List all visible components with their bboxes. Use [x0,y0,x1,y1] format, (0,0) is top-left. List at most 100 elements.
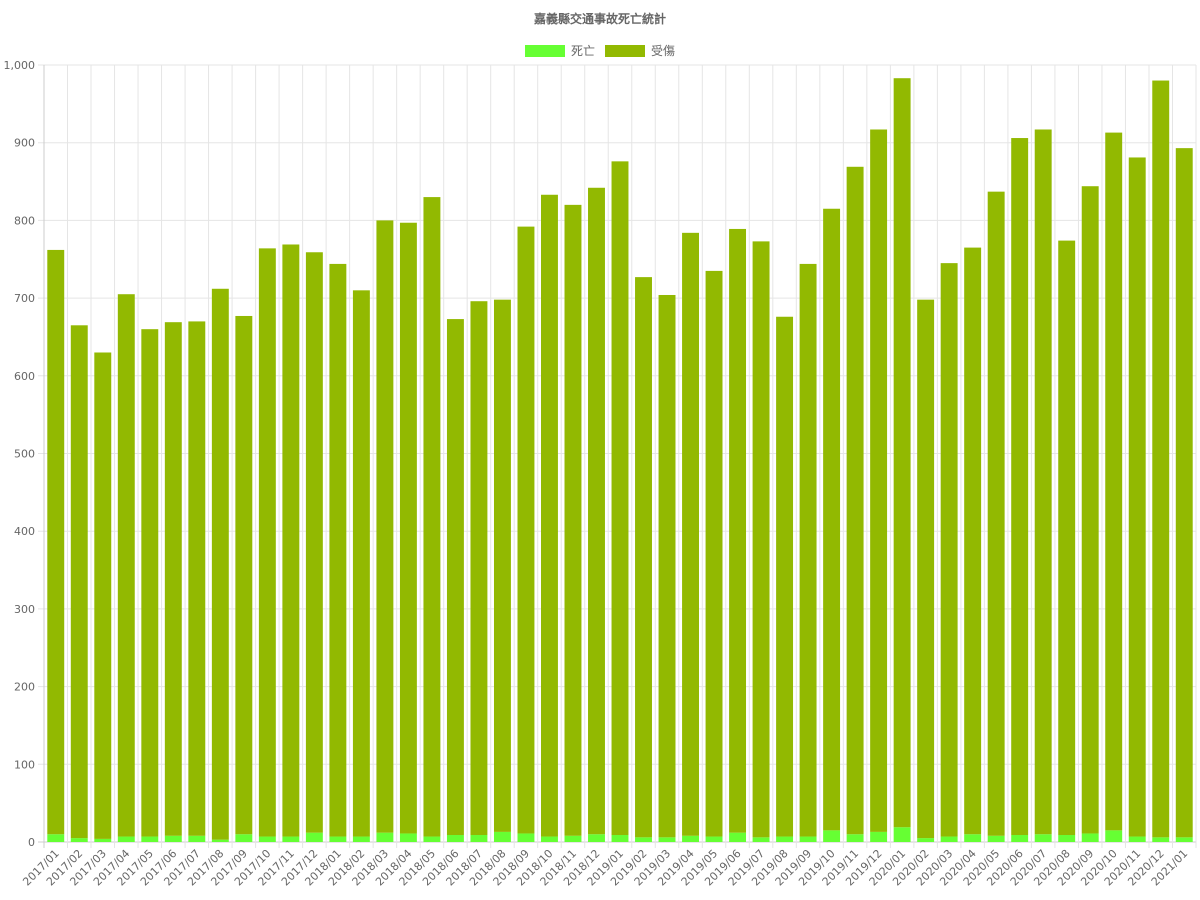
bar-injuries [776,317,793,837]
bar-deaths [188,836,205,842]
y-tick-label: 500 [14,448,35,461]
bar-deaths [165,836,182,842]
bar-injuries [659,295,676,837]
bar-deaths [1176,837,1193,842]
bar-injuries [941,263,958,836]
bar-deaths [212,840,229,842]
bar-deaths [353,837,370,842]
y-tick-label: 700 [14,292,35,305]
bar-deaths [71,838,88,842]
y-tick-label: 300 [14,603,35,616]
bar-injuries [1035,129,1052,834]
bar-deaths [259,837,276,842]
bar-deaths [306,833,323,842]
bar-deaths [988,836,1005,842]
bar-injuries [306,252,323,832]
bar-deaths [706,837,723,842]
bar-deaths [964,834,981,842]
bar-injuries [1129,157,1146,836]
bar-injuries [188,321,205,835]
bar-deaths [47,834,64,842]
bar-injuries [612,161,629,835]
bar-deaths [870,832,887,842]
bar-injuries [141,329,158,836]
bar-deaths [753,837,770,842]
bar-injuries [988,192,1005,836]
bar-deaths [447,835,464,842]
bar-deaths [1011,835,1028,842]
bar-deaths [776,837,793,842]
bar-deaths [682,836,699,842]
bar-deaths [1129,837,1146,842]
bar-deaths [141,837,158,842]
bar-injuries [964,248,981,835]
bar-deaths [94,839,111,842]
bar-injuries [917,300,934,838]
bar-injuries [376,220,393,832]
bar-injuries [353,290,370,836]
bar-injuries [94,352,111,838]
bar-injuries [541,195,558,837]
bar-deaths [1152,837,1169,842]
bar-injuries [682,233,699,836]
bar-deaths [1058,835,1075,842]
bar-injuries [47,250,64,834]
bar-deaths [470,835,487,842]
bar-deaths [235,834,252,842]
bar-deaths [494,832,511,842]
bar-deaths [1105,830,1122,842]
y-tick-label: 900 [14,137,35,150]
bar-injuries [1152,81,1169,838]
bar-injuries [1058,241,1075,835]
bar-injuries [847,167,864,834]
bar-injuries [588,188,605,834]
bar-deaths [1035,834,1052,842]
bar-injuries [400,223,417,834]
bar-deaths [517,833,534,842]
bar-deaths [541,837,558,842]
bar-deaths [659,837,676,842]
y-tick-label: 400 [14,525,35,538]
y-tick-label: 0 [28,836,35,849]
bar-deaths [635,837,652,842]
bar-injuries [1176,148,1193,837]
bar-injuries [212,289,229,840]
bar-injuries [447,319,464,835]
bar-injuries [118,294,135,836]
bar-injuries [517,227,534,834]
y-tick-label: 600 [14,370,35,383]
bar-injuries [753,241,770,837]
bar-deaths [941,837,958,842]
bar-injuries [282,244,299,836]
bar-deaths [565,836,582,842]
bar-injuries [1105,133,1122,831]
bar-deaths [400,833,417,842]
bar-injuries [635,277,652,837]
bar-deaths [376,833,393,842]
bar-injuries [1011,138,1028,835]
bar-injuries [706,271,723,837]
bar-injuries [71,325,88,838]
y-tick-label: 800 [14,214,35,227]
bar-deaths [329,837,346,842]
bar-injuries [800,264,817,837]
bar-injuries [1082,186,1099,833]
bar-injuries [165,322,182,836]
bar-deaths [118,837,135,842]
bar-injuries [494,300,511,832]
bar-injuries [565,205,582,836]
bar-deaths [423,837,440,842]
bar-deaths [729,833,746,842]
bar-deaths [282,837,299,842]
bar-injuries [729,229,746,833]
bar-deaths [917,838,934,842]
bar-injuries [894,78,911,827]
bar-deaths [1082,833,1099,842]
bar-deaths [894,827,911,842]
bar-deaths [800,837,817,842]
bar-injuries [329,264,346,837]
y-tick-label: 200 [14,681,35,694]
bar-deaths [823,830,840,842]
